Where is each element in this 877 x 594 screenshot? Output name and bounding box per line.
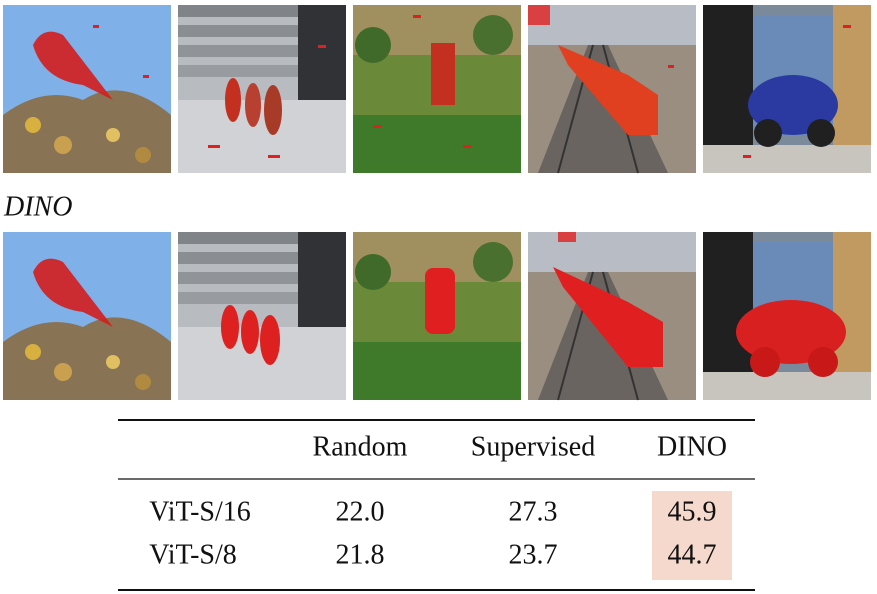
- cell: 45.9: [668, 496, 717, 527]
- image: [703, 232, 871, 400]
- cell: 44.7: [668, 539, 717, 570]
- row-supervised: [3, 4, 871, 174]
- image: [178, 232, 346, 400]
- column-header: Supervised: [471, 431, 595, 462]
- column-header: Random: [313, 431, 408, 462]
- cell: 27.3: [509, 496, 558, 527]
- row-label: DINO: [3, 191, 72, 222]
- image: [178, 5, 346, 173]
- column-header: DINO: [657, 431, 727, 462]
- row-header: ViT-S/8: [149, 539, 237, 570]
- table: Random Supervised DINO ViT-S/16 22.0 27.…: [118, 419, 755, 591]
- cell: 21.8: [336, 539, 385, 570]
- image: [353, 232, 521, 400]
- image: [527, 231, 697, 401]
- image: [353, 5, 521, 173]
- highlight: [652, 491, 732, 580]
- image: [3, 5, 171, 173]
- image: [703, 5, 871, 173]
- image: [527, 4, 697, 174]
- cell: 23.7: [509, 539, 558, 570]
- cell: 22.0: [336, 496, 385, 527]
- image: [3, 232, 171, 400]
- row-dino: [3, 231, 871, 401]
- row-header: ViT-S/16: [149, 496, 251, 527]
